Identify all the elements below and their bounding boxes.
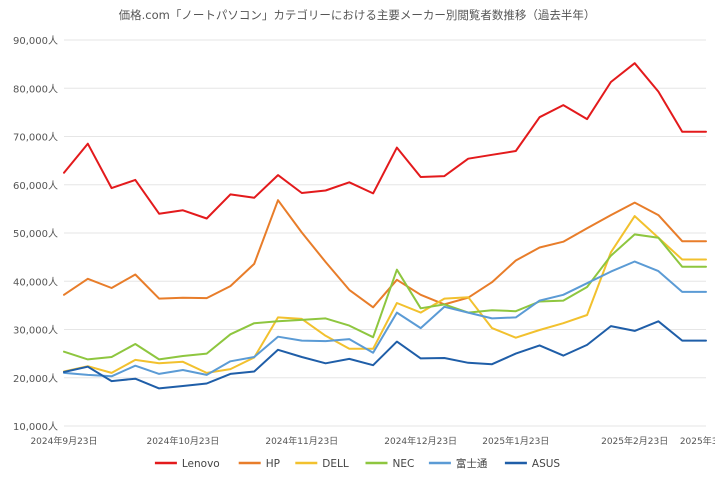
legend-label: DELL: [322, 458, 349, 470]
y-tick-label: 10,000人: [13, 421, 58, 433]
legend-item-富士通: 富士通: [428, 457, 488, 470]
legend-label: 富士通: [456, 457, 488, 470]
legend-item-NEC: NEC: [365, 458, 415, 470]
x-tick-label: 2025年2月23日: [601, 435, 668, 447]
y-tick-label: 70,000人: [13, 132, 58, 144]
legend-item-HP: HP: [238, 458, 280, 470]
y-tick-label: 50,000人: [13, 228, 58, 240]
x-tick-label: 2024年12月23日: [384, 435, 457, 447]
x-tick-label: 2024年9月23日: [30, 435, 97, 447]
x-tick-label: 2025年3月2: [680, 435, 715, 447]
series-line-富士通: [63, 260, 707, 378]
legend-label: Lenovo: [182, 458, 220, 470]
legend: Lenovo HP DELL NEC 富士通 ASUS: [154, 457, 561, 470]
legend-label: HP: [266, 458, 280, 470]
x-axis-ticks: 2024年9月23日 2024年10月23日 2024年11月23日 2024年12月…: [30, 435, 715, 447]
series-lines: [63, 62, 707, 390]
legend-label: ASUS: [532, 458, 561, 470]
y-tick-label: 90,000人: [13, 35, 58, 47]
y-axis-ticks: 10,000人 20,000人 30,000人 40,000人 50,000人 60,00…: [13, 35, 58, 433]
y-tick-label: 80,000人: [13, 83, 58, 95]
series-line-HP: [63, 199, 707, 309]
y-tick-label: 60,000人: [13, 180, 58, 192]
legend-label: NEC: [393, 458, 415, 470]
legend-item-ASUS: ASUS: [504, 458, 561, 470]
y-tick-label: 20,000人: [13, 373, 58, 385]
x-tick-label: 2024年11月23日: [265, 435, 338, 447]
legend-item-Lenovo: Lenovo: [154, 458, 220, 470]
chart-title: 価格.com「ノートパソコン」カテゴリーにおける主要メーカー別閲覧者数推移（過去…: [119, 8, 596, 22]
legend-item-DELL: DELL: [295, 458, 349, 470]
y-tick-label: 40,000人: [13, 276, 58, 288]
series-line-DELL: [63, 215, 707, 374]
series-line-Lenovo: [63, 62, 707, 220]
gridlines: [64, 39, 706, 427]
series-line-NEC: [63, 233, 707, 361]
series-line-ASUS: [63, 320, 707, 390]
y-tick-label: 30,000人: [13, 325, 58, 337]
x-tick-label: 2025年1月23日: [482, 435, 549, 447]
x-tick-label: 2024年10月23日: [146, 435, 219, 447]
